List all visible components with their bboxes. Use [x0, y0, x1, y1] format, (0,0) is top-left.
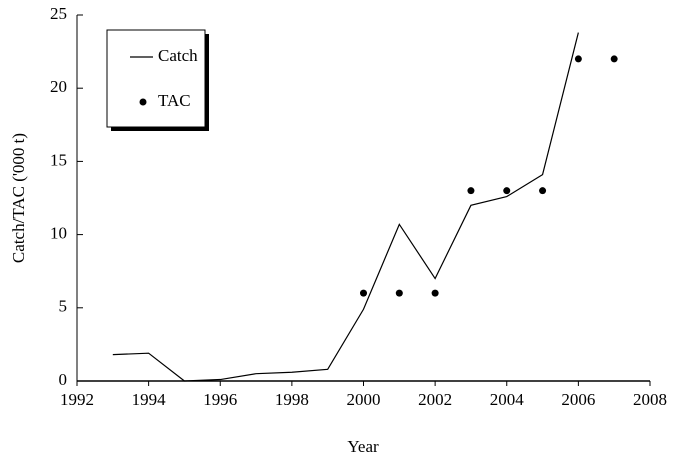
- y-tick-label: 0: [59, 370, 68, 389]
- x-tick-label: 1998: [275, 390, 309, 409]
- tac-point: [395, 289, 403, 297]
- x-tick-label: 1992: [60, 390, 94, 409]
- tac-point: [431, 289, 439, 297]
- tac-point: [360, 289, 367, 297]
- y-tick-label: 5: [59, 297, 68, 316]
- y-tick-label: 15: [50, 150, 67, 169]
- legend-label: Catch: [158, 46, 198, 65]
- x-tick-label: 2006: [561, 390, 595, 409]
- y-tick-label: 25: [50, 4, 67, 23]
- tac-point: [503, 187, 511, 195]
- x-tick-label: 1996: [203, 390, 237, 409]
- tac-point: [467, 187, 475, 195]
- legend: [106, 29, 206, 128]
- legend-marker: [139, 98, 147, 106]
- tac-point: [574, 55, 582, 63]
- tac-point: [610, 55, 618, 63]
- x-tick-label: 2000: [347, 390, 381, 409]
- tac-point: [539, 187, 547, 195]
- y-axis-label: Catch/TAC ('000 t): [9, 133, 28, 263]
- x-tick-label: 2002: [418, 390, 452, 409]
- x-tick-label: 1994: [132, 390, 167, 409]
- legend-label: TAC: [158, 91, 191, 110]
- y-tick-label: 20: [50, 77, 67, 96]
- x-tick-label: 2004: [490, 390, 525, 409]
- x-axis-label: Year: [347, 437, 379, 456]
- x-tick-label: 2008: [633, 390, 667, 409]
- y-tick-label: 10: [50, 224, 67, 243]
- catch-line: [112, 32, 579, 382]
